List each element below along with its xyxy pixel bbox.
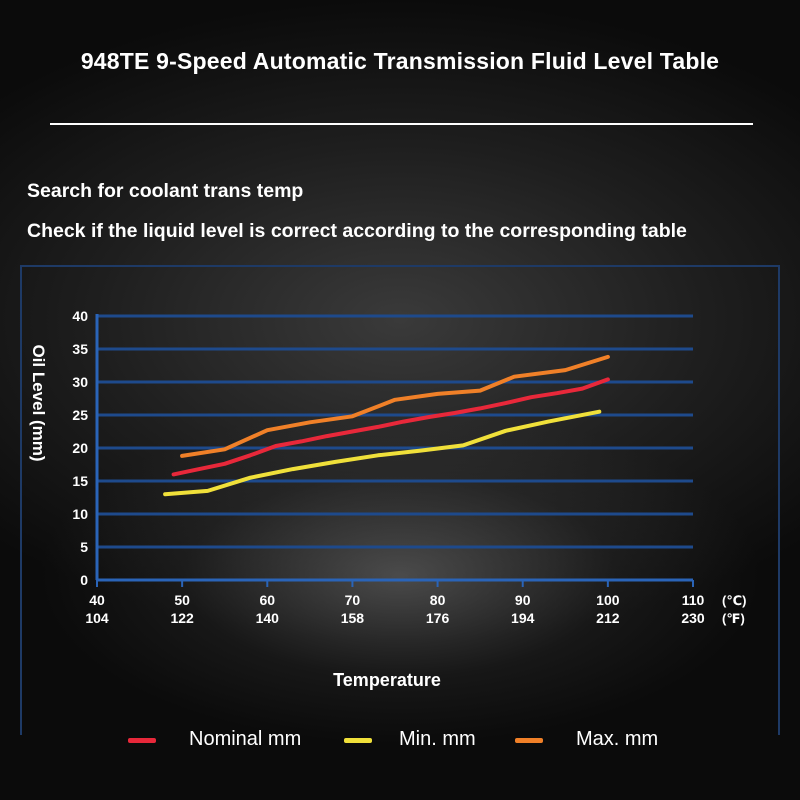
x-tick-label-f-104: 104 — [85, 610, 109, 626]
y-tick-label-40: 40 — [72, 308, 88, 324]
x-axis-label: Temperature — [333, 670, 441, 690]
x-tick-label-f-158: 158 — [341, 610, 365, 626]
x-tick-label-f-140: 140 — [256, 610, 280, 626]
y-tick-label-25: 25 — [72, 407, 88, 423]
y-tick-label-5: 5 — [80, 539, 88, 555]
legend-label-min: Min. mm — [399, 728, 476, 750]
x-unit-fahrenheit: (℉) — [722, 611, 745, 626]
y-tick-label-0: 0 — [80, 572, 88, 588]
x-tick-label-c-60: 60 — [259, 592, 275, 608]
legend-swatch-nominal — [128, 738, 156, 743]
y-axis-label: Oil Level (mm) — [29, 344, 48, 461]
legend-swatch-max — [515, 738, 543, 743]
x-tick-label-c-40: 40 — [89, 592, 105, 608]
y-tick-label-30: 30 — [72, 374, 88, 390]
x-tick-label-c-50: 50 — [174, 592, 190, 608]
x-tick-label-c-70: 70 — [345, 592, 361, 608]
x-tick-label-c-80: 80 — [430, 592, 446, 608]
y-tick-label-20: 20 — [72, 440, 88, 456]
x-tick-label-c-100: 100 — [596, 592, 620, 608]
chart-frame — [20, 265, 780, 735]
x-tick-label-f-230: 230 — [681, 610, 705, 626]
y-tick-label-15: 15 — [72, 473, 88, 489]
x-tick-label-f-194: 194 — [511, 610, 535, 626]
y-tick-label-10: 10 — [72, 506, 88, 522]
series-line-max-mm — [180, 354, 610, 458]
x-unit-celsius: (℃) — [722, 593, 746, 608]
legend-label-nominal: Nominal mm — [189, 728, 302, 750]
instruction-check: Check if the liquid level is correct acc… — [27, 220, 687, 242]
x-tick-label-c-110: 110 — [682, 592, 705, 608]
x-tick-label-f-176: 176 — [426, 610, 450, 626]
y-tick-label-35: 35 — [72, 341, 88, 357]
x-tick-label-f-122: 122 — [170, 610, 194, 626]
series-line-nominal-mm — [171, 377, 610, 477]
page-title: 948TE 9-Speed Automatic Transmission Flu… — [80, 48, 720, 74]
x-tick-label-c-90: 90 — [515, 592, 531, 608]
x-tick-label-f-212: 212 — [596, 610, 620, 626]
series-line-min-mm — [163, 409, 602, 497]
legend-swatch-min — [344, 738, 372, 743]
title-underline — [50, 123, 753, 125]
instruction-search: Search for coolant trans temp — [27, 180, 304, 202]
legend-label-max: Max. mm — [576, 728, 659, 750]
